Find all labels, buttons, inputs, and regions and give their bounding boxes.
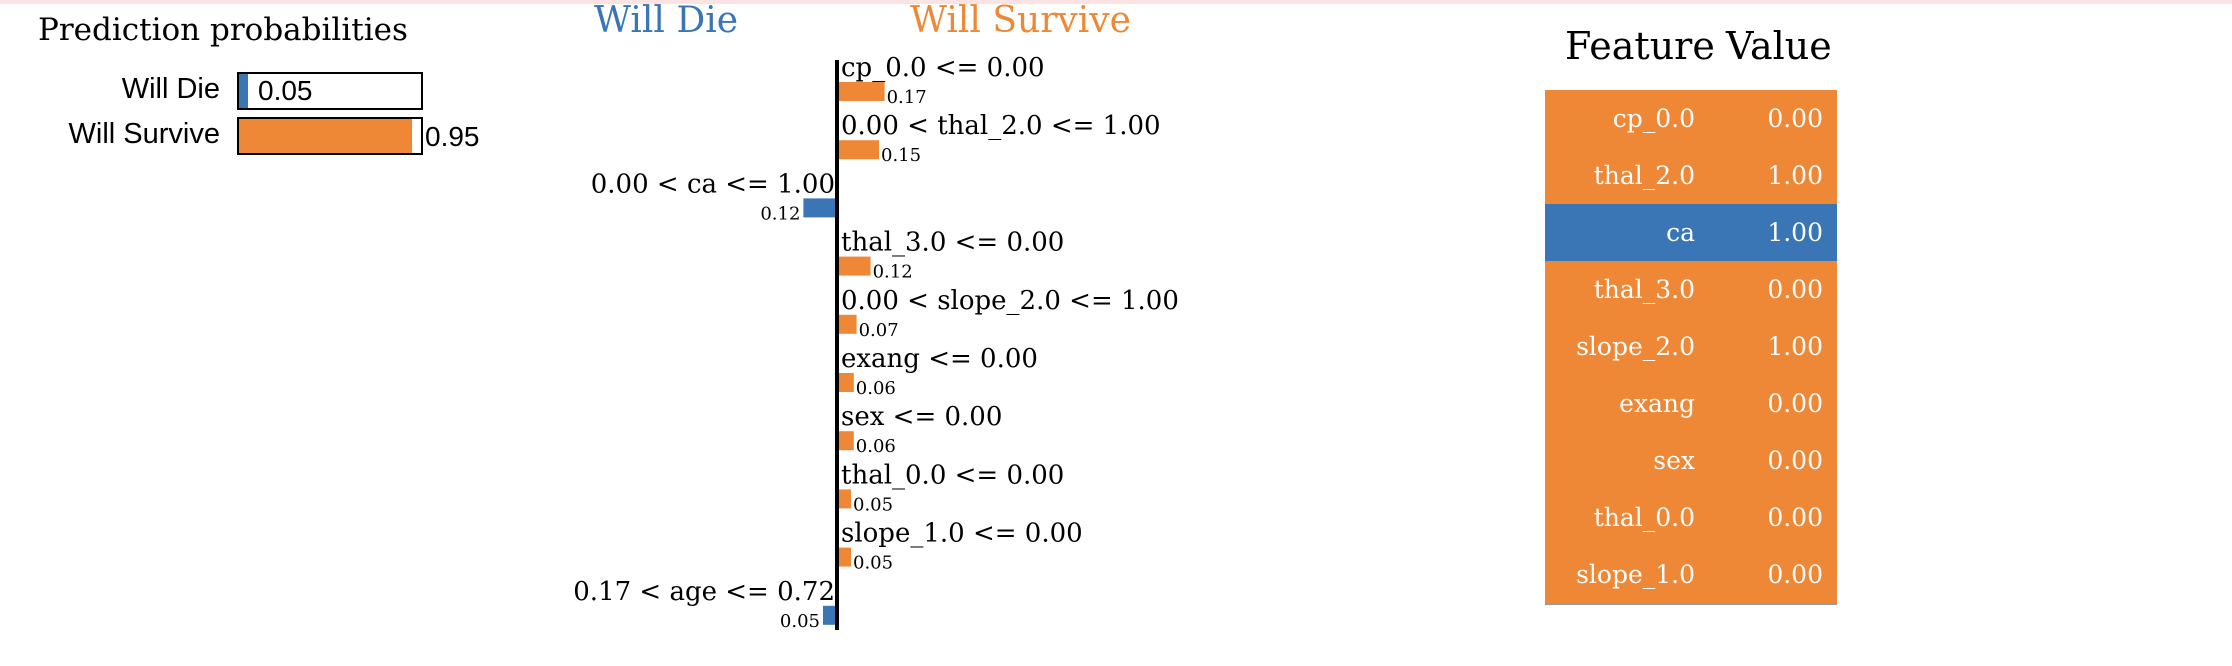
explanation-chart: cp_0.0 <= 0.00 0.17 0.00 < thal_2.0 <= 1.0…: [573, 53, 1179, 630]
contribution-bar: [837, 140, 879, 160]
prediction-probabilities-title: Prediction probabilities: [38, 12, 408, 48]
top-border: [0, 0, 2232, 4]
table-cell-feature: thal_2.0: [1593, 161, 1695, 190]
contribution-bar: [837, 82, 885, 101]
feature-label: 0.17 < age <= 0.72: [573, 577, 835, 607]
contribution-bar: [837, 256, 871, 276]
feature-label: exang <= 0.00: [841, 344, 1038, 374]
legend-will-survive: Will Survive: [910, 0, 1131, 41]
prob-label-will-survive: Will Survive: [68, 118, 220, 150]
table-cell-feature: ca: [1666, 218, 1695, 247]
table-cell-value: 0.00: [1767, 389, 1823, 418]
value-label: 0.07: [859, 320, 899, 341]
table-row: exang 0.00: [1545, 375, 1837, 432]
feature-label: sex <= 0.00: [841, 402, 1002, 432]
prob-value-will-survive: 0.95: [425, 121, 480, 152]
table-row: thal_2.0 1.00: [1545, 147, 1837, 204]
prob-fill-will-die: [239, 74, 249, 108]
table-row: cp_0.0 0.00: [1545, 90, 1837, 147]
table-row: thal_0.0 0.00: [1545, 489, 1837, 546]
value-label: 0.12: [760, 203, 800, 224]
value-label: 0.17: [887, 87, 927, 108]
table-cell-feature: slope_1.0: [1576, 560, 1695, 589]
table-cell-value: 0.00: [1767, 275, 1823, 304]
feature-label: 0.00 < thal_2.0 <= 1.00: [841, 111, 1161, 141]
prob-bar-will-die: 0.05: [237, 72, 423, 110]
table-cell-feature: cp_0.0: [1612, 104, 1695, 133]
table-row: slope_1.0 0.00: [1545, 546, 1837, 603]
contribution-bar: [837, 489, 851, 509]
table-header-feature: Feature: [1565, 24, 1715, 68]
value-label: 0.05: [853, 553, 893, 574]
table-cell-value: 1.00: [1767, 218, 1823, 247]
prob-fill-will-survive: [239, 119, 412, 153]
feature-label: thal_3.0 <= 0.00: [841, 228, 1064, 258]
feature-label: 0.00 < ca <= 1.00: [591, 169, 835, 199]
contribution-bar: [837, 314, 857, 334]
table-cell-value: 1.00: [1767, 161, 1823, 190]
table-header-value: Value: [1726, 24, 1832, 68]
table-cell-value: 0.00: [1767, 503, 1823, 532]
table-cell-feature: slope_2.0: [1576, 332, 1695, 361]
value-label: 0.15: [881, 145, 921, 166]
prob-bar-will-survive: [237, 117, 423, 155]
table-row: sex 0.00: [1545, 432, 1837, 489]
table-cell-value: 1.00: [1767, 332, 1823, 361]
table-cell-value: 0.00: [1767, 104, 1823, 133]
table-row: thal_3.0 0.00: [1545, 261, 1837, 318]
value-label: 0.05: [780, 611, 820, 630]
contribution-bar: [837, 373, 854, 392]
table-cell-value: 0.00: [1767, 560, 1823, 589]
contribution-bar: [823, 605, 837, 625]
table-cell-feature: thal_3.0: [1593, 275, 1695, 304]
contribution-bar: [837, 547, 851, 567]
table-row: slope_2.0 1.00: [1545, 318, 1837, 375]
table-cell-value: 0.00: [1767, 446, 1823, 475]
value-label: 0.06: [856, 378, 896, 399]
feature-label: slope_1.0 <= 0.00: [841, 519, 1083, 549]
feature-label: cp_0.0 <= 0.00: [841, 53, 1045, 83]
value-label: 0.05: [853, 494, 893, 515]
legend-will-die: Will Die: [594, 0, 739, 41]
contribution-bar: [803, 198, 837, 218]
value-label: 0.06: [856, 436, 896, 457]
table-bottom-border: [1545, 603, 1837, 605]
table-row: ca 1.00: [1545, 204, 1837, 261]
feature-label: 0.00 < slope_2.0 <= 1.00: [841, 286, 1179, 316]
contribution-bar: [837, 431, 854, 451]
table-cell-feature: thal_0.0: [1593, 503, 1695, 532]
feature-label: thal_0.0 <= 0.00: [841, 460, 1064, 490]
prob-label-will-die: Will Die: [121, 73, 220, 105]
value-label: 0.12: [873, 262, 913, 283]
table-cell-feature: exang: [1619, 389, 1695, 418]
prob-value-will-die: 0.05: [258, 75, 313, 106]
table-cell-feature: sex: [1653, 446, 1695, 475]
